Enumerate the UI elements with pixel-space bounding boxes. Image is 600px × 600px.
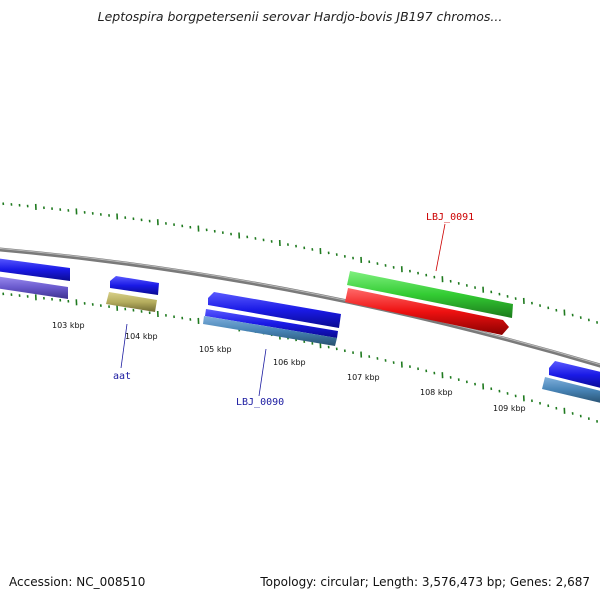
gene-left-purple[interactable] [0,276,68,299]
genome-backbone [0,247,600,368]
gene-blue-strip[interactable] [205,309,338,338]
outer-tick-row [2,202,598,324]
map-title: Leptospira borgpetersenii serovar Hardjo… [97,9,503,24]
gene-blue-small[interactable] [110,276,159,295]
gene-label-aat[interactable]: aat [113,371,131,382]
lbj-0091-leader-line [435,223,446,272]
topology-summary-text: Topology: circular; Length: 3,576,473 bp… [260,575,590,589]
tick-label-107: 107 kbp [347,373,380,382]
gene-right-steel[interactable] [542,377,600,404]
lbj-0090-leader-line [258,348,267,397]
gene-left-blue-top[interactable] [0,258,70,281]
tick-label-103: 103 kbp [52,321,85,330]
tick-label-108: 108 kbp [420,388,453,397]
tick-label-105: 105 kbp [199,345,232,354]
gene-lbj-0090-steel[interactable] [203,316,337,346]
gene-aat[interactable] [106,292,157,312]
gene-label-lbj-0090[interactable]: LBJ_0090 [236,397,284,408]
gene-lbj-0091-green[interactable] [347,271,513,318]
gene-right-blue[interactable] [549,361,600,389]
aat-leader-line [120,323,128,369]
tick-label-104: 104 kbp [125,332,158,341]
accession-text: Accession: NC_008510 [9,575,146,589]
gene-lbj-0090-blue[interactable] [208,292,341,328]
gene-label-lbj-0091[interactable]: LBJ_0091 [426,212,474,223]
tick-label-106: 106 kbp [273,358,306,367]
genome-backbone-highlight [0,247,600,366]
tick-labels: 103 kbp 104 kbp 105 kbp 106 kbp 107 kbp … [52,321,526,413]
tick-label-109: 109 kbp [493,404,526,413]
gene-lbj-0091-red[interactable] [345,288,509,335]
